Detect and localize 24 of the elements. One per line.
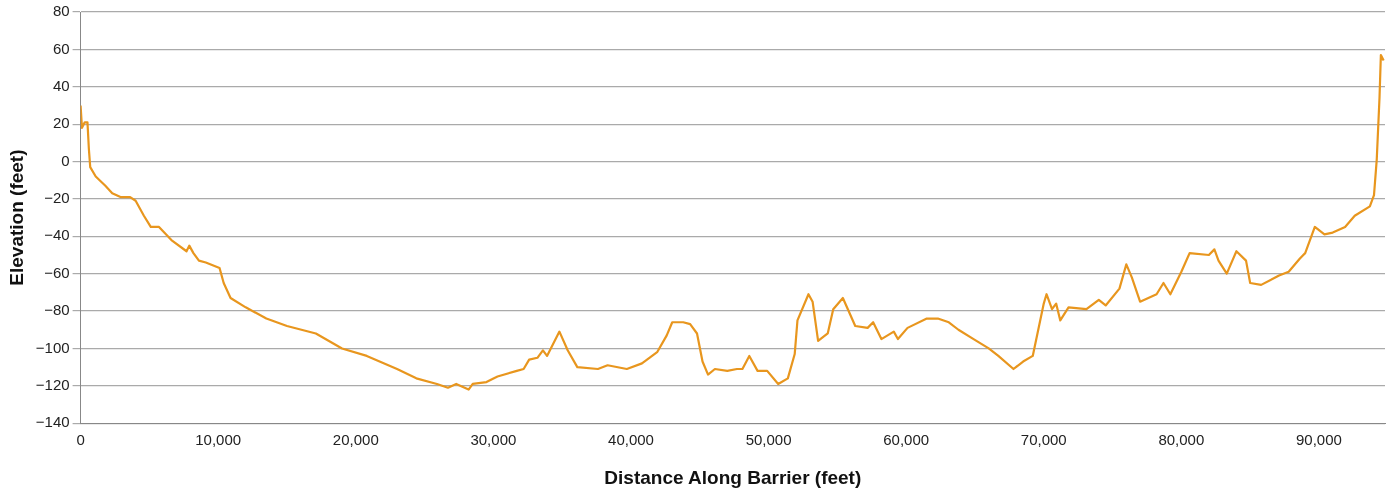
y-tick-label: 40 — [52, 76, 70, 94]
x-tick-label: 80,000 — [1158, 431, 1205, 449]
y-tick-label: −20 — [44, 189, 70, 207]
y-tick-label: −80 — [44, 301, 70, 319]
x-tick-label: 10,000 — [195, 431, 242, 449]
x-tick-label: 60,000 — [883, 431, 930, 449]
y-tick-label: −60 — [44, 263, 70, 281]
x-tick-label: 70,000 — [1020, 431, 1067, 449]
x-tick-label: 0 — [76, 431, 85, 449]
y-tick-label: −140 — [35, 413, 70, 431]
y-tick-label: 0 — [61, 151, 70, 169]
y-axis-title: Elevation (feet) — [5, 149, 27, 286]
y-tick-label: 60 — [52, 39, 70, 57]
x-tick-label: 30,000 — [470, 431, 517, 449]
x-tick-label: 40,000 — [608, 431, 654, 449]
y-tick-label: −40 — [44, 226, 70, 244]
x-tick-label: 50,000 — [745, 431, 792, 449]
y-tick-label: 80 — [52, 2, 70, 20]
x-tick-label: 20,000 — [332, 431, 379, 449]
y-tick-label: 20 — [52, 114, 70, 132]
y-tick-label: −100 — [35, 338, 70, 356]
x-tick-label: 90,000 — [1296, 431, 1342, 449]
y-tick-label: −120 — [35, 375, 70, 393]
x-axis-title: Distance Along Barrier (feet) — [604, 466, 862, 488]
